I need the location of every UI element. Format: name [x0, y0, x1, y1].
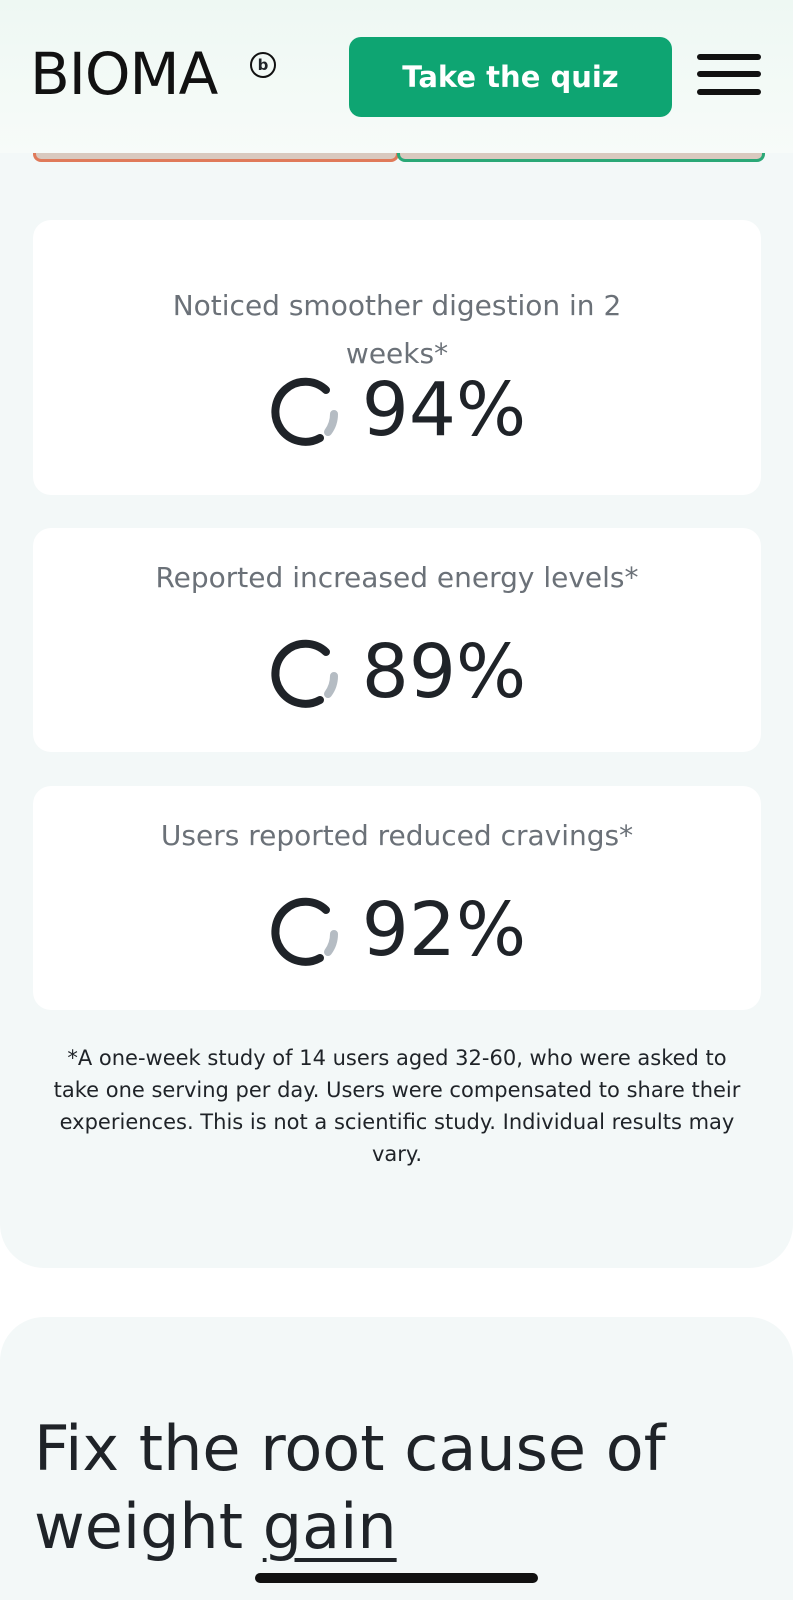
stat-value: 94% — [361, 367, 527, 453]
ring-icon — [271, 897, 338, 966]
menu-bar — [697, 54, 761, 60]
logo[interactable]: BIOMA — [30, 40, 218, 108]
ring-arc — [271, 377, 330, 446]
menu-bar — [697, 71, 761, 77]
logo-badge: b — [250, 52, 276, 78]
ring-arc — [271, 897, 330, 966]
section-panel — [0, 1317, 793, 1600]
ring-arc — [271, 639, 330, 708]
stat-value: 89% — [361, 629, 527, 715]
ring-segment — [323, 930, 338, 956]
quiz-button[interactable]: Take the quiz — [349, 37, 672, 117]
stat-card: Noticed smoother digestion in 2 weeks* 94… — [33, 220, 761, 495]
ring-icon — [271, 639, 338, 708]
stat-card: Reported increased energy levels* 89% — [33, 528, 761, 752]
heading-text: Fix the root cause of weight — [34, 1412, 666, 1563]
ring-segment — [323, 410, 338, 436]
stat-label: Noticed smoother digestion in 2 weeks* — [172, 289, 622, 370]
stat-label: Users reported reduced cravings* — [160, 819, 634, 852]
stat-card: Users reported reduced cravings* 92% — [33, 786, 761, 1010]
stat-value: 92% — [361, 887, 527, 973]
stat-row: 94% — [33, 350, 761, 470]
footnote: *A one-week study of 14 users aged 32-60… — [53, 1046, 741, 1166]
stat-row: 92% — [33, 870, 761, 990]
menu-button[interactable] — [693, 50, 765, 100]
ring-segment — [323, 672, 338, 698]
stat-row: 89% — [33, 612, 761, 732]
ring-icon — [271, 377, 338, 446]
header: BIOMA b Take the quiz — [0, 0, 793, 153]
menu-bar — [697, 89, 761, 95]
home-indicator — [255, 1573, 538, 1583]
heading-underlined: gain — [262, 1490, 397, 1563]
section-heading: Fix the root cause of weight gain — [34, 1410, 774, 1566]
stat-label: Reported increased energy levels* — [155, 561, 639, 594]
